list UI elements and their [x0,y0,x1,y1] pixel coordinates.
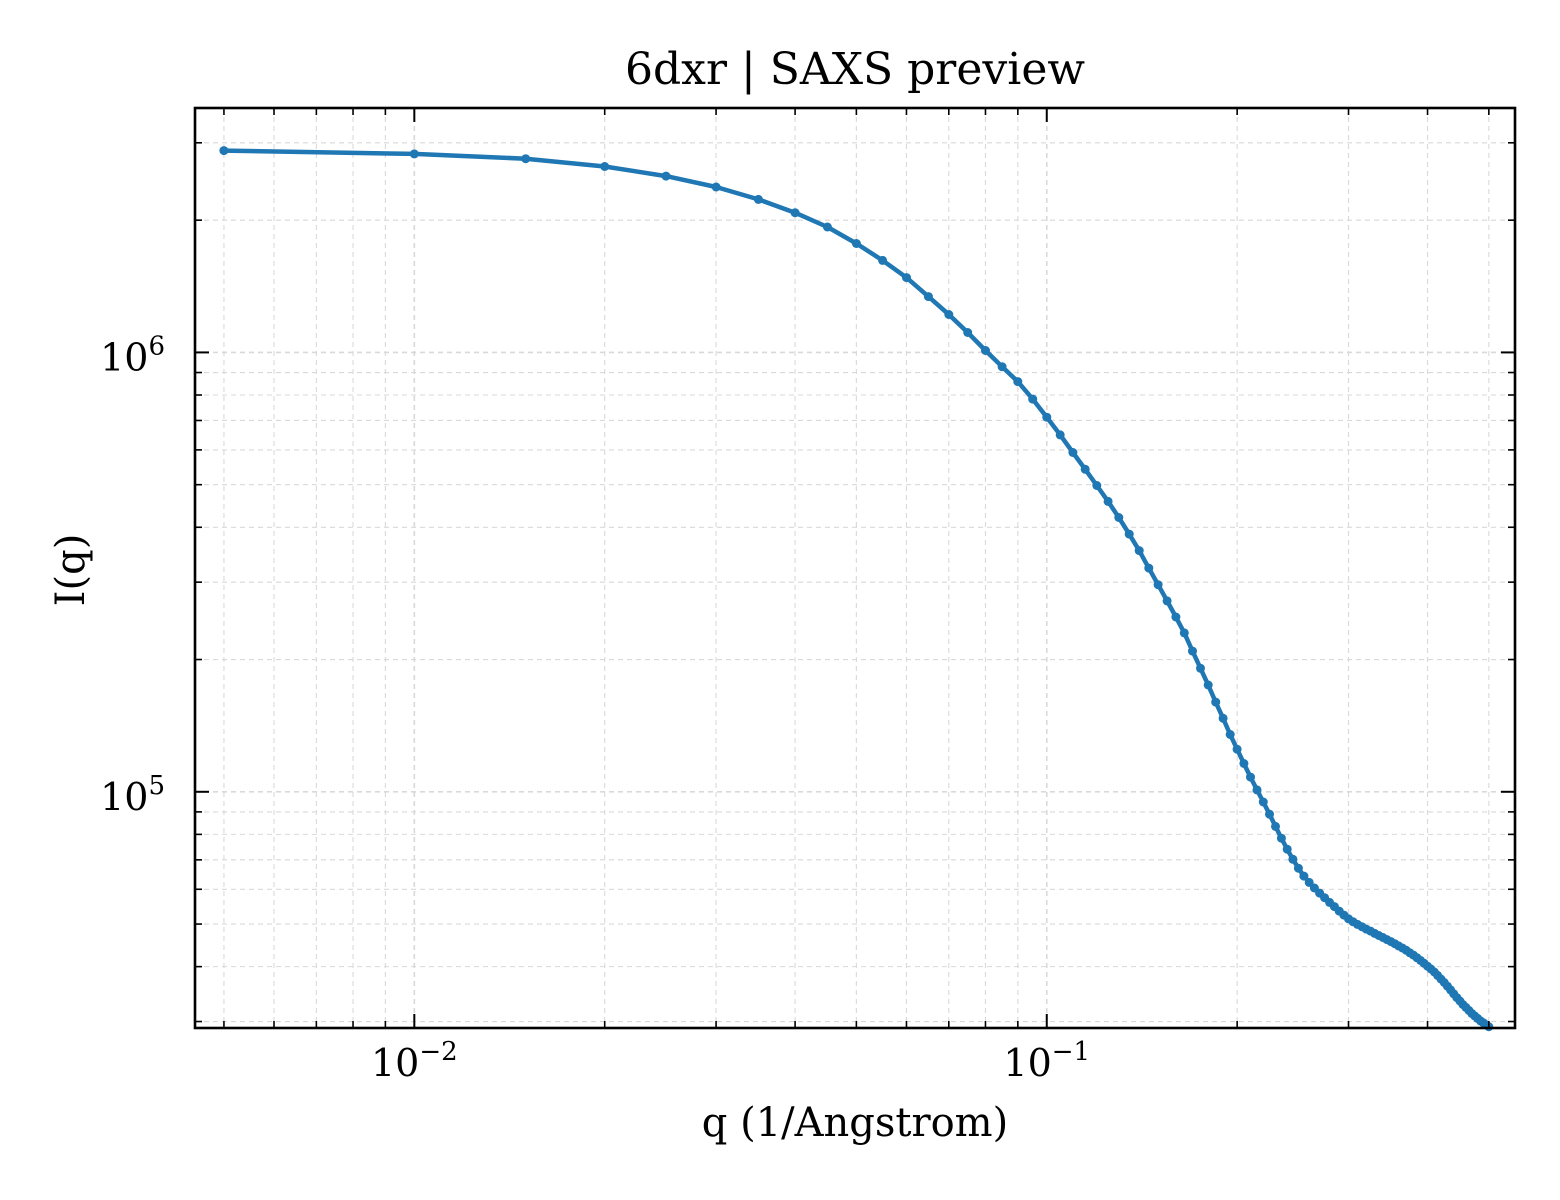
y-tick-label: 105 [100,771,165,819]
data-point [790,208,800,218]
data-point [1288,854,1298,864]
data-point [822,222,832,232]
grid-lines [195,108,1515,1028]
data-point [944,310,954,319]
tick-labels: 10−2 10−1 105 106 [100,331,1090,1085]
data-point [1252,785,1262,795]
data-point [1124,529,1134,539]
data-point [1055,430,1065,440]
data-point [219,146,229,156]
x-axis-label: q (1/Angstrom) [702,1100,1008,1146]
data-point [1265,809,1274,819]
data-point [1218,713,1228,723]
data-point [600,162,610,171]
data-point [1134,546,1144,556]
series-layer [219,146,1494,1032]
data-point [1103,496,1113,506]
data-point [1144,563,1154,573]
data-point [661,171,671,181]
data-point [1179,628,1189,638]
data-point [1246,772,1255,782]
data-point [1196,663,1205,673]
data-point [1239,759,1249,768]
data-point [851,239,861,248]
data-point [1258,797,1268,807]
y-axis-label: I(q) [48,534,94,607]
data-point [963,328,973,337]
data-point [409,149,419,159]
data-point [1028,394,1038,404]
data-point [1225,730,1235,739]
x-tick-label: 10−2 [371,1037,458,1085]
data-point [1171,612,1181,622]
data-point [521,154,531,164]
plot-frame [193,106,1517,1030]
data-point [1282,844,1292,854]
data-point [1080,464,1090,474]
data-point [1299,871,1309,881]
data-point [1068,448,1078,457]
data-point [1188,646,1197,656]
data-point [1232,744,1242,754]
data-point [997,362,1007,372]
data-point [1271,821,1280,831]
data-point [902,273,911,283]
data-point [1013,377,1023,387]
x-tick-label: 10−1 [1003,1037,1090,1085]
axis-ticks [195,108,1515,1028]
data-point [1276,833,1286,843]
data-point [1092,481,1102,490]
data-point [711,182,721,192]
data-point [878,255,888,265]
chart-title: 6dxr | SAXS preview [625,44,1085,95]
data-point [1211,697,1221,707]
y-tick-label: 106 [100,331,165,379]
data-point [1203,680,1213,690]
data-point [1293,863,1303,873]
data-point [753,194,763,204]
data-point [1114,513,1124,522]
data-point [1042,412,1052,422]
data-point [981,346,990,355]
data-point [923,292,933,302]
data-point [1153,580,1163,590]
data-point [1162,596,1172,606]
